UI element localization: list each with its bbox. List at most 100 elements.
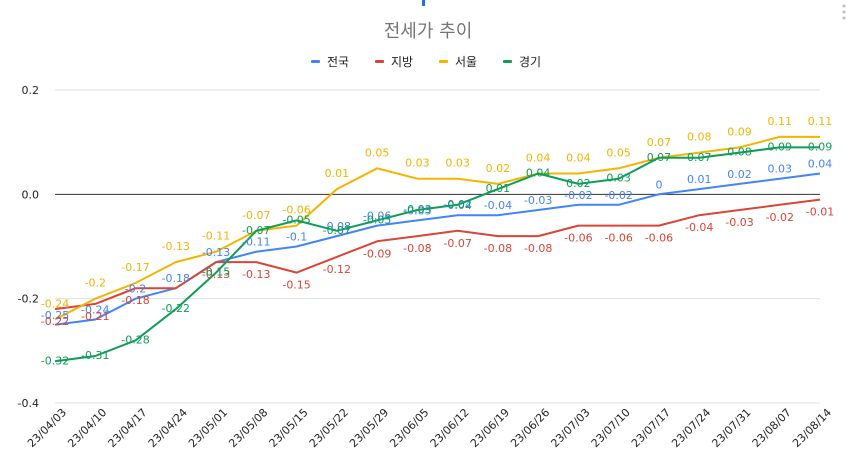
x-tick-label: 23/07/31 (709, 406, 753, 450)
series-line (54, 135, 820, 321)
y-tick-label: 0.2 (22, 84, 40, 97)
data-label: 0.03 (405, 157, 430, 170)
data-label: -0.13 (242, 268, 270, 281)
data-label: 0.01 (687, 173, 712, 186)
x-tick-label: 23/05/15 (267, 406, 311, 450)
legend-label: 지방 (391, 55, 413, 69)
x-tick-label: 23/05/08 (226, 406, 270, 450)
chart-title: 전세가 추이 (384, 21, 473, 42)
data-label: -0.15 (282, 279, 310, 292)
x-tick-label: 23/07/24 (669, 406, 713, 450)
data-label: 0.01 (486, 182, 511, 195)
data-label: -0.2 (125, 283, 146, 296)
data-label: -0.25 (41, 309, 69, 322)
top-indicator (422, 0, 425, 6)
legend: 전국 지방 서울 경기 (311, 55, 541, 69)
data-label: -0.17 (121, 261, 149, 274)
data-label: -0.01 (806, 206, 834, 219)
data-label: 0.03 (445, 157, 470, 170)
series-lines (54, 135, 821, 363)
data-label: -0.02 (564, 189, 592, 202)
x-tick-label: 23/05/29 (347, 406, 391, 450)
data-label: -0.2 (85, 277, 106, 290)
data-label: -0.18 (162, 272, 190, 285)
data-label: -0.08 (403, 242, 431, 255)
legend-label: 전국 (327, 55, 349, 69)
data-label: -0.06 (363, 210, 391, 223)
data-label: 0.03 (767, 163, 792, 176)
legend-marker (375, 60, 384, 63)
data-label: 0 (655, 178, 662, 191)
data-label: 0.03 (606, 172, 631, 185)
data-label: 0.07 (687, 151, 712, 164)
data-label: -0.05 (403, 204, 431, 217)
x-tick-label: 23/04/10 (65, 406, 109, 450)
data-label: -0.18 (121, 294, 149, 307)
y-tick-label: 0.0 (22, 188, 40, 201)
data-label: 0.07 (647, 151, 672, 164)
data-label: -0.21 (81, 310, 109, 323)
legend-marker (439, 60, 448, 63)
data-label: 0.11 (808, 115, 833, 128)
data-label: -0.06 (604, 232, 632, 245)
x-tick-label: 23/07/03 (548, 406, 592, 450)
legend-label: 서울 (455, 55, 477, 69)
data-label: 0.04 (566, 151, 591, 164)
data-label: -0.08 (524, 242, 552, 255)
y-tick-label: -0.4 (18, 397, 39, 410)
data-label: 0.09 (767, 140, 792, 153)
data-label: -0.28 (121, 333, 149, 346)
data-label: 0.04 (808, 157, 833, 170)
legend-marker (311, 60, 320, 63)
data-label: -0.13 (202, 268, 230, 281)
x-tick-label: 23/06/19 (468, 406, 512, 450)
data-label: -0.04 (685, 221, 713, 234)
data-label: -0.22 (162, 302, 190, 315)
data-label: -0.04 (484, 199, 512, 212)
data-label: -0.22 (41, 315, 69, 328)
x-tick-label: 23/04/03 (25, 406, 69, 450)
data-label: 0.08 (727, 146, 752, 159)
data-label: -0.07 (242, 209, 270, 222)
series-line (54, 146, 820, 363)
data-label: -0.11 (202, 230, 230, 243)
data-label: -0.02 (604, 189, 632, 202)
data-label: 0.05 (606, 146, 631, 159)
data-label: -0.08 (484, 242, 512, 255)
data-label: -0.15 (202, 266, 230, 279)
data-label: -0.08 (323, 220, 351, 233)
data-label: -0.13 (202, 246, 230, 259)
data-label: -0.07 (323, 224, 351, 237)
legend-marker (503, 60, 512, 63)
data-label: -0.02 (443, 198, 471, 211)
legend-label: 경기 (519, 55, 541, 69)
data-label: -0.24 (81, 304, 109, 317)
data-labels: -0.25 -0.24-0.2-0.18-0.13-0.11 -0.1-0.08-0… (41, 115, 834, 367)
data-label: 0.07 (647, 136, 672, 149)
data-label: -0.07 (443, 237, 471, 250)
x-tick-label: 23/07/17 (629, 406, 673, 450)
x-tick-label: 23/07/10 (589, 406, 633, 450)
x-tick-label: 23/08/14 (790, 406, 834, 450)
data-label: -0.03 (524, 194, 552, 207)
data-label: -0.06 (564, 232, 592, 245)
data-label: 0.01 (325, 167, 350, 180)
data-label: -0.03 (725, 216, 753, 229)
data-label: -0.31 (81, 349, 109, 362)
x-tick-label: 23/06/26 (508, 406, 552, 450)
data-label: -0.24 (41, 298, 69, 311)
series-line (54, 198, 821, 311)
data-label: 0.02 (727, 168, 752, 181)
data-label: -0.02 (766, 211, 794, 224)
x-tick-label: 23/05/01 (186, 406, 230, 450)
data-label: 0.09 (808, 140, 833, 153)
x-tick-label: 23/04/17 (106, 406, 150, 450)
chart-menu-icon[interactable] (842, 4, 846, 20)
data-label: -0.04 (443, 199, 471, 212)
x-axis: 23/04/0323/04/1023/04/1723/04/2423/05/01… (25, 406, 834, 450)
data-label: -0.06 (282, 204, 310, 217)
x-tick-label: 23/06/12 (428, 406, 472, 450)
data-label: -0.06 (645, 232, 673, 245)
gridlines (55, 89, 820, 404)
